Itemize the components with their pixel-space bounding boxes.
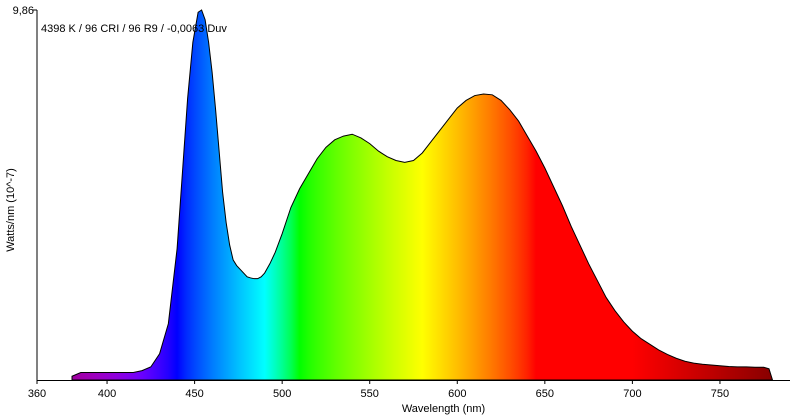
spectrum-area-layer: [71, 9, 774, 381]
axes-layer: [33, 9, 790, 381]
x-ticks-layer: 360 400 450 500 550 600 650 700 750: [28, 380, 729, 400]
x-tick-label: 550: [361, 388, 379, 400]
x-tick-label: 450: [185, 388, 203, 400]
x-tick-label: 750: [711, 388, 729, 400]
x-tick-label: 650: [536, 388, 554, 400]
y-max-tick-label: 9,86: [13, 5, 34, 17]
x-tick-label: 400: [98, 388, 116, 400]
chart-annotation: 4398 K / 96 CRI / 96 R9 / -0,0063 Duv: [41, 23, 227, 35]
x-tick-label: 600: [448, 388, 466, 400]
x-tick-label: 700: [623, 388, 641, 400]
x-axis-label: Wavelength (nm): [402, 403, 485, 415]
x-tick-label: 500: [273, 388, 291, 400]
spectrum-area: [71, 9, 774, 381]
x-tick-label: 360: [28, 388, 46, 400]
y-axis-label: Watts/nm (10^-7): [5, 168, 17, 252]
